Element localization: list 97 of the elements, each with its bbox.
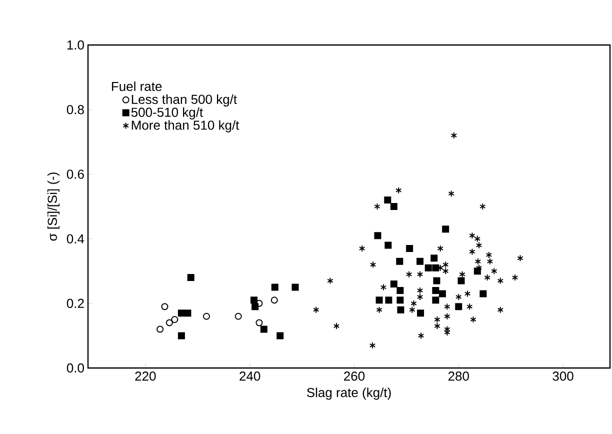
point [418, 332, 424, 340]
point [432, 286, 440, 294]
point [156, 326, 164, 333]
x-tick-label: 280 [448, 372, 469, 381]
point [456, 293, 462, 300]
point [409, 306, 416, 314]
point [369, 342, 376, 349]
y-tick-label: 0.8 [66, 104, 84, 114]
point [417, 310, 424, 317]
legend-label: More than 510 kg/t [132, 120, 240, 132]
point [438, 290, 446, 298]
point [276, 332, 284, 340]
point [384, 196, 392, 204]
point [442, 261, 449, 268]
point [252, 303, 259, 310]
point [234, 312, 242, 320]
point [395, 186, 402, 194]
point [484, 274, 490, 282]
x-tick-label: 240 [240, 372, 260, 381]
point [397, 306, 404, 314]
y-axis-title: σ [Si]/[Si] (-) [47, 172, 60, 241]
y-tick-label: 0.2 [66, 298, 84, 308]
point [437, 244, 444, 252]
y-tick-label: 1.0 [67, 40, 84, 50]
point [480, 203, 486, 210]
point [396, 286, 404, 294]
point [448, 190, 454, 198]
point [459, 270, 466, 278]
point [187, 274, 194, 282]
point [406, 244, 414, 252]
point [464, 290, 471, 298]
point [370, 261, 376, 268]
point [271, 284, 278, 291]
point [424, 264, 432, 272]
point [434, 322, 440, 330]
point [202, 312, 210, 320]
point [469, 248, 476, 256]
point [444, 312, 450, 320]
point [458, 277, 465, 284]
point [406, 270, 412, 278]
point [416, 293, 424, 300]
point [161, 303, 168, 310]
point [430, 254, 438, 262]
point [466, 303, 473, 310]
point [455, 303, 462, 310]
point [178, 332, 185, 340]
legend-label: 500-510 kg/t [131, 107, 203, 120]
point [434, 316, 440, 324]
point [432, 264, 440, 272]
point [380, 284, 387, 291]
point [491, 268, 498, 275]
x-tick-label: 300 [552, 372, 574, 381]
point [333, 322, 340, 330]
point [292, 284, 299, 291]
point [416, 286, 424, 294]
point [250, 296, 258, 304]
point [376, 296, 383, 304]
point [260, 326, 268, 333]
point [432, 296, 440, 304]
y-tick-label: 0.0 [66, 363, 84, 373]
point [396, 258, 404, 265]
point [390, 203, 398, 210]
point [184, 310, 192, 317]
point [497, 277, 504, 284]
point [444, 303, 450, 310]
point [270, 296, 278, 304]
point [396, 296, 404, 304]
point [358, 244, 366, 252]
y-tick-label: 0.6 [66, 170, 84, 179]
x-axis-title: Slag rate (kg/t) [306, 388, 391, 400]
point [166, 319, 173, 326]
x-tick-label: 220 [135, 372, 156, 381]
point [390, 280, 398, 288]
point [512, 274, 518, 282]
point [517, 254, 524, 262]
point [470, 316, 476, 324]
point [497, 306, 504, 314]
point [384, 242, 392, 249]
point [171, 316, 178, 324]
point [416, 270, 424, 278]
x-tick-label: 260 [344, 372, 365, 381]
point [327, 277, 334, 284]
point [374, 203, 380, 210]
point [433, 277, 440, 284]
point [256, 319, 263, 326]
point [374, 232, 382, 240]
point [313, 306, 320, 314]
point [442, 226, 450, 233]
point [416, 258, 424, 265]
point [376, 306, 382, 314]
legend-title: Fuel rate [112, 81, 162, 92]
point [385, 296, 392, 304]
point [410, 300, 417, 307]
point [450, 132, 458, 139]
y-tick-label: 0.4 [66, 234, 84, 244]
legend-label: Less than 500 kg/t [132, 94, 237, 107]
point [480, 290, 487, 298]
